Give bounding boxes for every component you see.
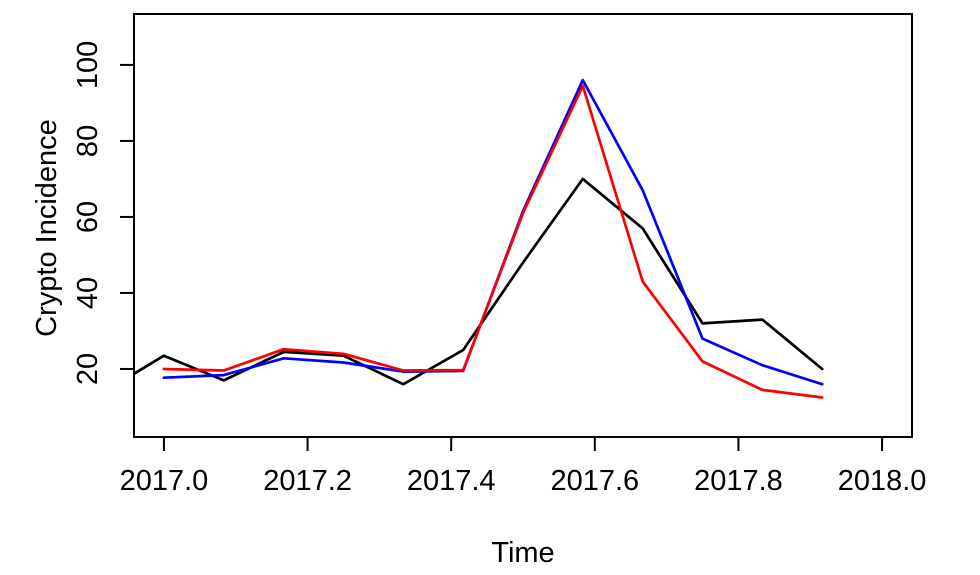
x-axis-ticks: 2017.0 2017.2 2017.4 2017.6 2017.8 2018.0 [120, 437, 927, 497]
x-axis-title: Time [491, 537, 554, 569]
plot-box [133, 13, 913, 438]
x-tick-label: 2017.4 [407, 465, 496, 497]
series-line-fitted-blue [162, 78, 824, 386]
x-tick-label: 2018.0 [838, 465, 927, 497]
y-tick-label: 40 [72, 277, 104, 309]
x-tick-label: 2017.2 [263, 465, 352, 497]
series-lines [134, 78, 824, 399]
series-line-observed-black [134, 177, 824, 386]
y-axis-title: Crypto Incidence [31, 119, 63, 337]
y-tick-label: 20 [72, 353, 104, 385]
y-tick-label: 60 [72, 201, 104, 233]
y-tick-label: 100 [72, 41, 104, 89]
x-tick-label: 2017.0 [120, 465, 209, 497]
series-line-fitted-red [162, 84, 824, 399]
y-tick-label: 80 [72, 125, 104, 157]
y-axis-ticks: 20 40 60 80 100 [72, 41, 134, 385]
x-tick-label: 2017.6 [550, 465, 639, 497]
x-tick-label: 2017.8 [694, 465, 783, 497]
